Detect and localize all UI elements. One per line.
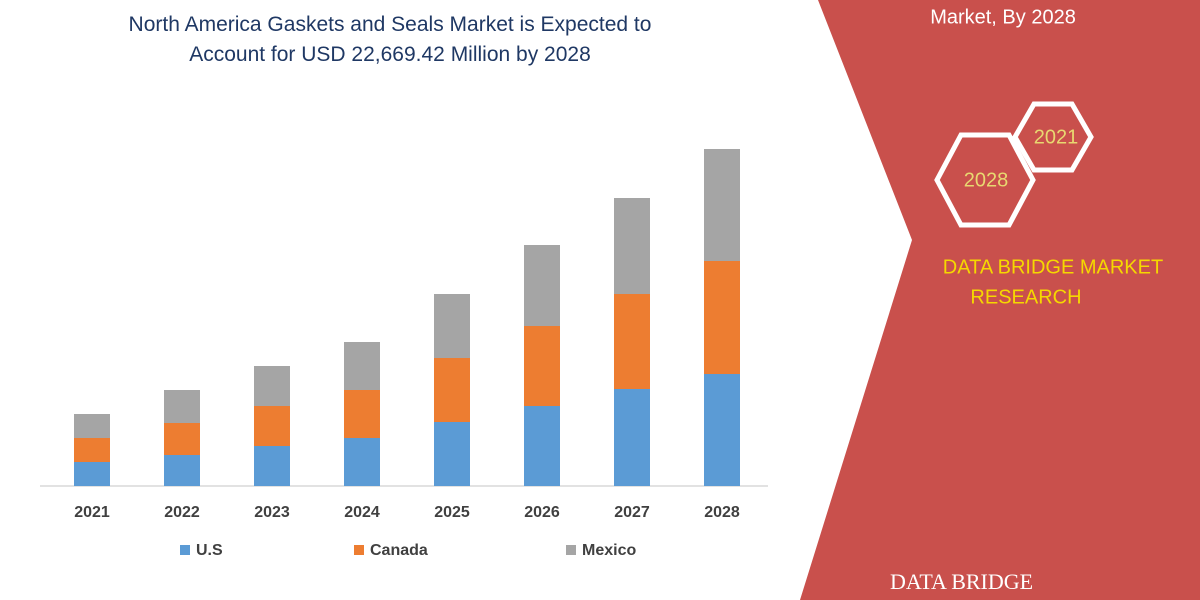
bar-segment [344,438,380,486]
x-tick-label: 2026 [524,504,560,521]
bar-segment [254,406,290,446]
bar-segment [164,423,200,455]
hex-label: 2028 [964,169,1009,191]
logo-text: DATA BRIDGE [890,569,1033,594]
bar-segment [614,389,650,486]
bar-segment [434,358,470,422]
x-tick-label: 2021 [74,504,110,521]
bar-segment [74,414,110,438]
side-panel [800,0,1200,600]
hex-label: 2021 [1034,126,1079,148]
x-tick-label: 2024 [344,504,380,521]
bar-segment [254,366,290,406]
x-tick-label: 2028 [704,504,740,521]
bar-segment [164,390,200,423]
bar-segment [524,406,560,486]
panel-heading: Market, By 2028 [930,6,1076,28]
bar-segment [434,422,470,486]
legend-swatch [180,545,190,555]
bar-segment [704,261,740,374]
hexagon [1012,101,1094,173]
bar-segment [704,374,740,486]
bar-segment [614,294,650,389]
bar-segment [614,198,650,294]
bar-segment [344,390,380,438]
bar-segment [704,149,740,261]
x-tick-label: 2023 [254,504,290,521]
x-tick-label: 2022 [164,504,200,521]
hexagon [934,132,1036,228]
bar-segment [524,326,560,406]
bar-segment [344,342,380,390]
x-tick-label: 2025 [434,504,470,521]
bar-segment [74,462,110,486]
brand-line: RESEARCH [970,286,1081,308]
chart-title: North America Gaskets and Seals Market i… [128,13,652,66]
legend-label: Canada [370,542,428,559]
bar-segment [434,294,470,358]
x-tick-label: 2027 [614,504,650,521]
bar-segment [74,438,110,462]
bar-segment [164,455,200,486]
brand-line: DATA BRIDGE MARKET [943,256,1163,278]
legend-swatch [354,545,364,555]
legend-label: U.S [196,542,223,559]
legend-swatch [566,545,576,555]
bar-segment [254,446,290,486]
bar-segment [524,245,560,326]
legend-label: Mexico [582,542,636,559]
